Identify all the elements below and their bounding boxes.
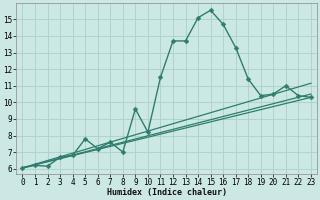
X-axis label: Humidex (Indice chaleur): Humidex (Indice chaleur) bbox=[107, 188, 227, 197]
